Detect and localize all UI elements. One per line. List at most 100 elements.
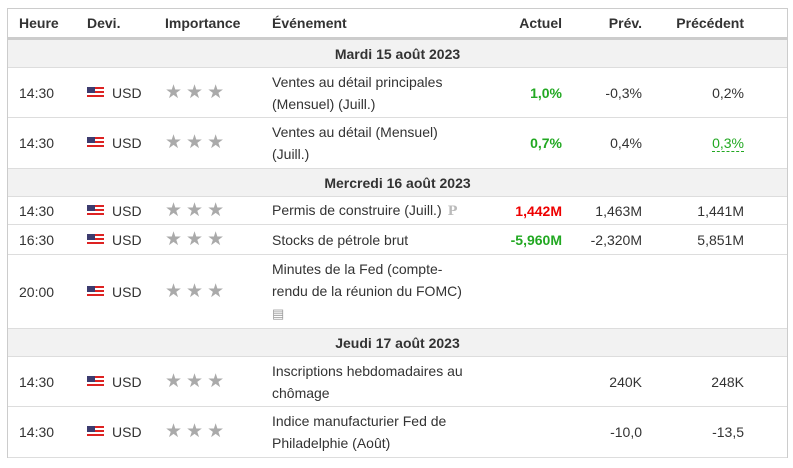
- event-time: 14:30: [8, 356, 87, 407]
- currency-cell: USD: [87, 67, 165, 118]
- actual-value: 0,7%: [477, 117, 562, 169]
- currency: USD: [112, 231, 142, 248]
- us-flag-icon: [87, 204, 104, 217]
- star-icon: ★: [186, 280, 204, 302]
- col-actual[interactable]: Actuel: [477, 9, 562, 40]
- previous-value: 0,3%: [712, 135, 744, 152]
- us-flag-icon: [87, 426, 104, 438]
- currency: USD: [112, 135, 142, 151]
- col-event[interactable]: Événement: [272, 9, 477, 40]
- star-icon: ★: [207, 199, 225, 221]
- document-icon[interactable]: ▤: [272, 306, 285, 321]
- header-row: Heure Devi. Importance Événement Actuel …: [8, 9, 787, 40]
- event-name[interactable]: Ventes au détail (Mensuel) (Juill.): [272, 124, 438, 162]
- event-time: 14:30: [8, 406, 87, 458]
- event-row[interactable]: 14:30 USD ★ ★ ★ Ventes au détail (Mensuel)…: [8, 117, 787, 169]
- currency-cell: USD: [87, 254, 165, 329]
- event-row[interactable]: 14:30 USD ★ ★ ★ Inscriptions hebdomadaires…: [8, 356, 787, 407]
- importance-stars: ★ ★ ★: [165, 117, 272, 169]
- event-cell: Indice manufacturier Fed de Philadelphie…: [272, 406, 477, 458]
- us-flag-icon: [87, 375, 104, 388]
- previous-value: -13,5: [712, 424, 744, 440]
- event-cell: Inscriptions hebdomadaires au chômage: [272, 356, 477, 407]
- currency: USD: [112, 424, 142, 440]
- currency-cell: USD: [87, 196, 165, 225]
- actual-value: 1,0%: [477, 67, 562, 118]
- star-icon: ★: [186, 199, 204, 221]
- star-icon: ★: [165, 228, 183, 250]
- event-time: 14:30: [8, 117, 87, 169]
- event-cell: Permis de construire (Juill.) P: [272, 196, 477, 225]
- star-icon: ★: [207, 370, 225, 392]
- event-time: 16:30: [8, 224, 87, 255]
- star-icon: ★: [207, 280, 225, 302]
- event-cell: Minutes de la Fed (compte-rendu de la ré…: [272, 254, 477, 329]
- col-forecast[interactable]: Prév.: [562, 9, 642, 40]
- forecast-value: 1,463M: [562, 196, 642, 225]
- currency-cell: USD: [87, 224, 165, 255]
- actual-value: [477, 356, 562, 407]
- us-flag-icon: [87, 233, 104, 246]
- forecast-value: -10,0: [562, 406, 642, 458]
- actual-value: [477, 406, 562, 458]
- event-row[interactable]: 20:00 USD ★ ★ ★ Minutes de la Fed (compte-…: [8, 254, 787, 329]
- star-icon: ★: [207, 228, 225, 250]
- event-time: 14:30: [8, 196, 87, 225]
- star-icon: ★: [165, 199, 183, 221]
- importance-stars: ★ ★ ★: [165, 224, 272, 255]
- previous-value: 0,2%: [712, 84, 744, 101]
- preliminary-icon: P: [447, 203, 458, 219]
- event-name[interactable]: Indice manufacturier Fed de Philadelphie…: [272, 413, 447, 451]
- actual-value: 1,442M: [477, 196, 562, 225]
- currency-cell: USD: [87, 117, 165, 169]
- col-time[interactable]: Heure: [8, 9, 87, 40]
- star-icon: ★: [165, 370, 183, 392]
- star-icon: ★: [186, 228, 204, 250]
- star-icon: ★: [165, 421, 183, 442]
- previous-value: 5,851M: [697, 231, 744, 248]
- star-icon: ★: [165, 132, 183, 153]
- currency: USD: [112, 373, 142, 390]
- previous-cell: 248K: [642, 356, 744, 407]
- importance-stars: ★ ★ ★: [165, 67, 272, 118]
- date-group-row: Mardi 15 août 2023: [8, 38, 787, 68]
- event-name[interactable]: Inscriptions hebdomadaires au chômage: [272, 362, 463, 401]
- date-group-row: Mercredi 16 août 2023: [8, 168, 787, 197]
- event-name[interactable]: Stocks de pétrole brut: [272, 231, 409, 248]
- currency-cell: USD: [87, 406, 165, 458]
- col-currency[interactable]: Devi.: [87, 9, 165, 40]
- previous-cell: -13,5: [642, 406, 744, 458]
- event-name[interactable]: Minutes de la Fed (compte-rendu de la ré…: [272, 261, 462, 299]
- event-row[interactable]: 14:30 USD ★ ★ ★ Permis de construire (Juil…: [8, 196, 787, 225]
- previous-cell: [642, 254, 744, 329]
- previous-cell: 5,851M: [642, 224, 744, 255]
- previous-cell: 0,2%: [642, 67, 744, 118]
- event-row[interactable]: 16:30 USD ★ ★ ★ Stocks de pétrole brut -5,…: [8, 224, 787, 255]
- event-name[interactable]: Ventes au détail principales (Mensuel) (…: [272, 73, 443, 112]
- importance-stars: ★ ★ ★: [165, 196, 272, 225]
- date-header: Mercredi 16 août 2023: [8, 168, 787, 197]
- currency-cell: USD: [87, 356, 165, 407]
- star-icon: ★: [207, 81, 225, 103]
- currency: USD: [112, 283, 142, 300]
- event-row[interactable]: 14:30 USD ★ ★ ★ Indice manufacturier Fed d…: [8, 406, 787, 458]
- event-row[interactable]: 14:30 USD ★ ★ ★ Ventes au détail principal…: [8, 67, 787, 118]
- star-icon: ★: [186, 81, 204, 103]
- event-cell: Ventes au détail principales (Mensuel) (…: [272, 67, 477, 118]
- importance-stars: ★ ★ ★: [165, 356, 272, 407]
- economic-calendar: Heure Devi. Importance Événement Actuel …: [7, 8, 788, 458]
- col-importance[interactable]: Importance: [165, 9, 272, 40]
- event-cell: Stocks de pétrole brut: [272, 224, 477, 255]
- currency: USD: [112, 84, 142, 101]
- importance-stars: ★ ★ ★: [165, 254, 272, 329]
- forecast-value: -0,3%: [562, 67, 642, 118]
- event-name[interactable]: Permis de construire (Juill.): [272, 201, 442, 218]
- col-previous[interactable]: Précédent: [642, 9, 744, 40]
- forecast-value: 0,4%: [562, 117, 642, 169]
- date-header: Mardi 15 août 2023: [8, 38, 787, 68]
- forecast-value: 240K: [562, 356, 642, 407]
- previous-value: 248K: [711, 373, 744, 390]
- us-flag-icon: [87, 285, 104, 298]
- star-icon: ★: [186, 370, 204, 392]
- star-icon: ★: [207, 132, 225, 153]
